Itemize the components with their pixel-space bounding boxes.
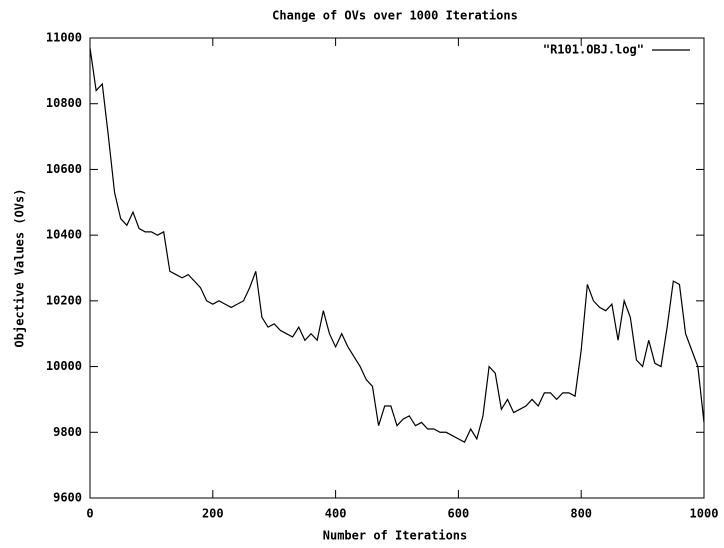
x-tick-label: 1000: [690, 507, 719, 521]
x-tick-label: 400: [325, 507, 347, 521]
data-line: [89, 47, 705, 443]
y-tick-label: 9600: [53, 491, 82, 505]
x-tick-label: 0: [86, 507, 93, 521]
y-tick-label: 11000: [46, 31, 82, 45]
plot-border: [89, 37, 705, 499]
x-tick-label: 600: [448, 507, 470, 521]
chart-title: Change of OVs over 1000 Iterations: [272, 9, 518, 23]
y-tick-label: 9800: [53, 425, 82, 439]
y-tick-label: 10200: [46, 293, 82, 307]
y-tick-label: 10400: [46, 228, 82, 242]
x-axis-label: Number of Iterations: [323, 529, 468, 543]
y-axis-label: Objective Values (OVs): [13, 189, 27, 348]
legend-label: "R101.OBJ.log": [543, 43, 644, 57]
y-tick-label: 10800: [46, 96, 82, 110]
y-tick-label: 10000: [46, 359, 82, 373]
x-tick-label: 800: [570, 507, 592, 521]
y-tick-label: 10600: [46, 162, 82, 176]
x-tick-label: 200: [202, 507, 224, 521]
